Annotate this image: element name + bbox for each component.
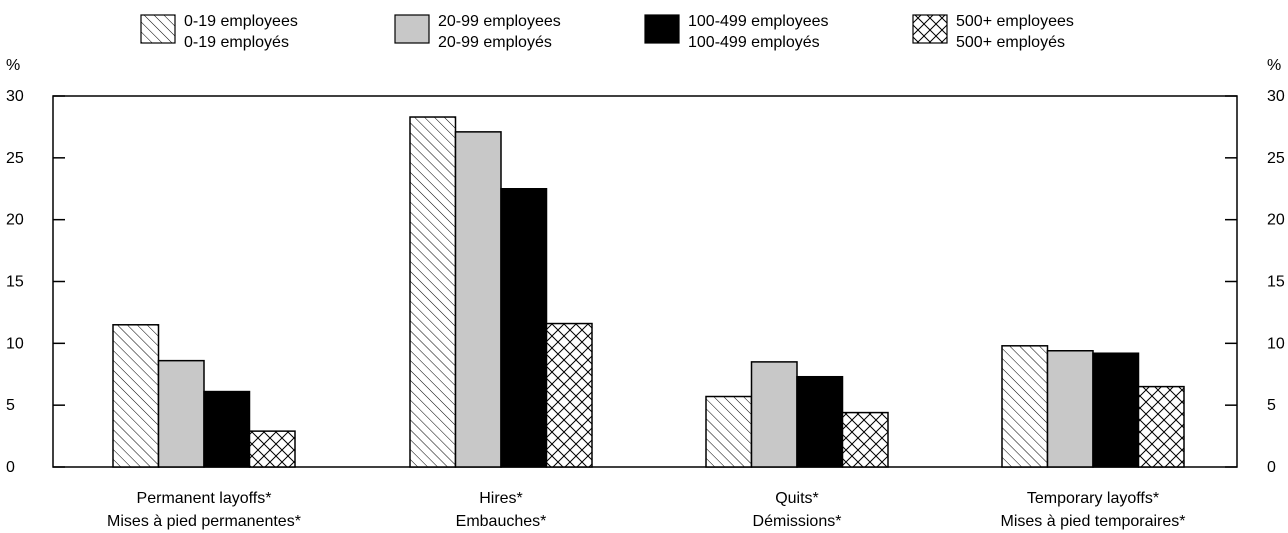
bar (248, 430, 296, 468)
y-unit-label-right: % (1267, 57, 1281, 74)
bar (796, 375, 844, 468)
bar (454, 131, 502, 468)
category-labels: Permanent layoffs* Mises à pied permanent… (107, 490, 1185, 530)
y-tick-label-left: 30 (6, 88, 24, 105)
bar (1137, 385, 1185, 468)
legend-swatch (140, 14, 176, 44)
category-label-fr: Embauches* (456, 513, 547, 530)
y-unit-label-left: % (6, 57, 20, 74)
y-tick-label-left: 20 (6, 212, 24, 229)
bar (545, 322, 593, 468)
category-label-fr: Démissions* (753, 513, 842, 530)
bar (203, 390, 251, 468)
category-label-en: Permanent layoffs* (137, 490, 272, 507)
chart-legend: 0-19 employees 0-19 employés 20-99 employe… (140, 13, 1074, 51)
legend-swatch (644, 14, 680, 44)
chart-bars (112, 116, 1185, 468)
bar (1001, 345, 1049, 468)
category-label-en: Hires* (479, 490, 523, 507)
category-label-en: Temporary layoffs* (1027, 490, 1159, 507)
y-tick-label-left: 0 (6, 459, 15, 476)
legend-label-en: 500+ employees (956, 13, 1074, 30)
y-tick-label-right: 25 (1267, 150, 1285, 167)
chart-axes: 0 0 5 5 10 10 15 15 20 20 25 25 30 30%% (6, 57, 1285, 476)
bar (705, 395, 753, 468)
legend-swatch (912, 14, 948, 44)
legend-label-fr: 500+ employés (956, 34, 1065, 51)
legend-label-en: 0-19 employees (184, 13, 298, 30)
legend-label-fr: 20-99 employés (438, 34, 552, 51)
legend-label-fr: 0-19 employés (184, 34, 289, 51)
bar (750, 361, 798, 468)
legend-swatch (394, 14, 430, 44)
y-tick-label-left: 15 (6, 274, 24, 291)
bar (157, 359, 205, 468)
bar (500, 188, 548, 468)
legend-label-en: 20-99 employees (438, 13, 561, 30)
category-label-en: Quits* (775, 490, 819, 507)
bar (841, 411, 889, 468)
category-label-fr: Mises à pied permanentes* (107, 513, 301, 530)
legend-label-en: 100-499 employees (688, 13, 829, 30)
category-label-fr: Mises à pied temporaires* (1001, 513, 1186, 530)
y-tick-label-right: 10 (1267, 335, 1285, 352)
y-tick-label-left: 25 (6, 150, 24, 167)
y-tick-label-right: 30 (1267, 88, 1285, 105)
y-tick-label-right: 5 (1267, 397, 1276, 414)
y-tick-label-right: 0 (1267, 459, 1276, 476)
y-tick-label-left: 10 (6, 335, 24, 352)
bar (409, 116, 457, 468)
y-tick-label-right: 15 (1267, 274, 1285, 291)
bar (1092, 352, 1140, 468)
legend-label-fr: 100-499 employés (688, 34, 820, 51)
y-tick-label-right: 20 (1267, 212, 1285, 229)
bar (1046, 350, 1094, 468)
y-tick-label-left: 5 (6, 397, 15, 414)
bar (112, 324, 160, 468)
